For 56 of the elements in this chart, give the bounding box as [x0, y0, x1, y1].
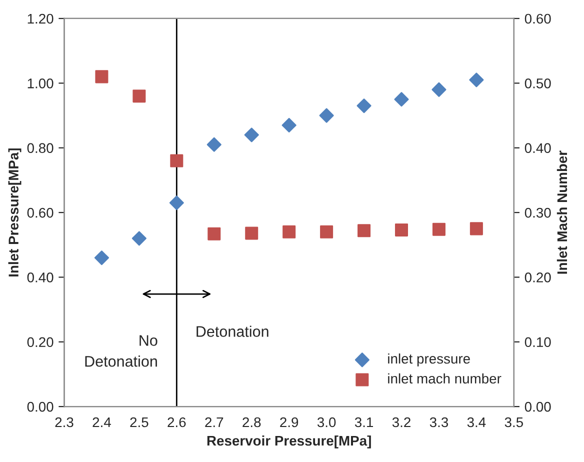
x-tick-label: 2.5 — [130, 417, 148, 428]
x-axis-title: Reservoir Pressure[MPa] — [207, 435, 371, 448]
y2-tick-label: 0.60 — [524, 14, 551, 24]
point — [208, 227, 221, 240]
x-tick-label: 3.0 — [317, 417, 336, 428]
y2-axis-title: Inlet Mach Number — [556, 150, 568, 274]
y-tick-label: 0.40 — [27, 272, 54, 282]
point — [94, 250, 109, 266]
y-tick-label: 0.60 — [27, 208, 54, 218]
y-tick-label: 1.00 — [28, 78, 54, 88]
y2-tick-label: 0.50 — [524, 78, 551, 88]
x-tick-label: 2.9 — [280, 417, 298, 428]
point — [356, 98, 372, 114]
point — [169, 196, 184, 210]
y-tick-label: 0.00 — [27, 402, 54, 412]
point — [432, 222, 446, 236]
point — [469, 72, 484, 88]
point — [358, 224, 371, 238]
point — [394, 92, 409, 107]
x-tick-label: 2.8 — [242, 417, 261, 428]
point — [206, 137, 222, 152]
y2-tick-label: 0.20 — [524, 272, 551, 282]
point — [132, 231, 146, 246]
x-tick-label: 3.1 — [354, 417, 374, 428]
x-tick-label: 3.2 — [392, 417, 410, 428]
y-axis-title: Inlet Pressure[MPa] — [8, 148, 22, 276]
y2-tick-label: 0.30 — [524, 208, 551, 218]
point — [470, 222, 483, 236]
annotation: No Detonation — [85, 335, 158, 367]
x-tick-label: 2.4 — [92, 417, 111, 428]
point — [95, 70, 108, 84]
y-tick-label: 1.20 — [28, 14, 54, 24]
point — [320, 225, 334, 238]
x-tick-label: 2.7 — [205, 417, 224, 428]
y2-tick-label: 0.00 — [524, 402, 551, 412]
point — [282, 118, 296, 132]
annotation: Detonation — [196, 326, 268, 337]
legend-label: inlet pressure — [388, 353, 470, 366]
y-tick-label: 0.80 — [27, 143, 54, 154]
point — [282, 225, 296, 238]
point — [132, 90, 146, 103]
point — [170, 154, 184, 168]
y-tick-label: 0.20 — [27, 337, 54, 348]
x-tick-label: 2.3 — [55, 417, 74, 428]
legend-label: inlet mach number — [388, 373, 502, 384]
point — [432, 82, 446, 97]
x-tick-label: 3.4 — [467, 417, 486, 428]
x-tick-label: 3.5 — [504, 417, 523, 428]
point — [319, 108, 334, 123]
point — [394, 223, 408, 236]
y2-tick-label: 0.10 — [524, 337, 551, 348]
x-tick-label: 3.3 — [430, 417, 448, 428]
x-tick-label: 2.6 — [168, 417, 186, 428]
point — [245, 226, 258, 240]
y2-tick-label: 0.40 — [524, 143, 551, 154]
point — [244, 128, 259, 142]
